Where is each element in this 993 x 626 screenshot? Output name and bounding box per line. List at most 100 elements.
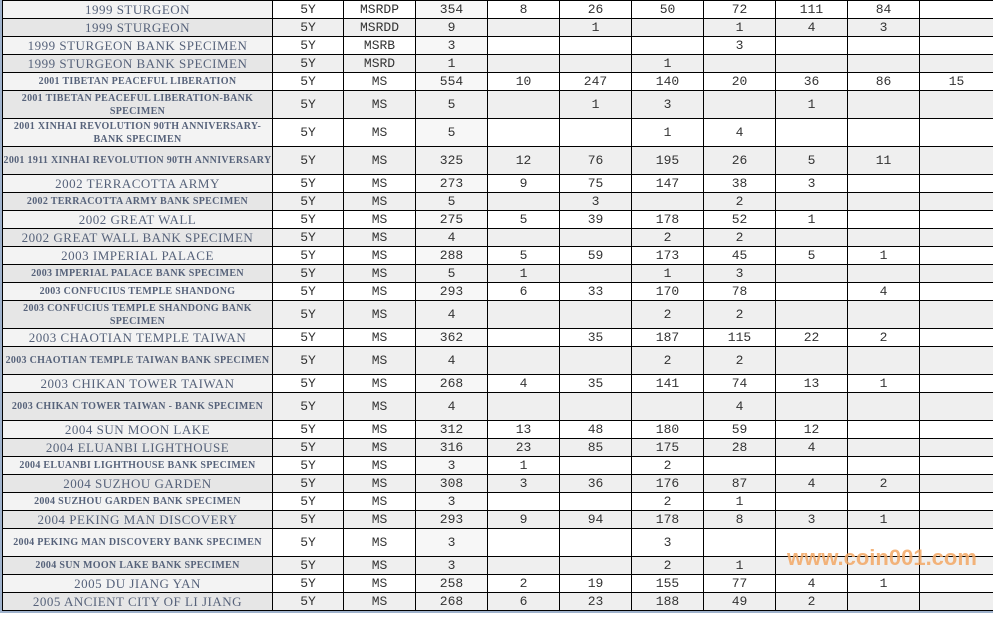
coin-name-cell: 2004 ELUANBI LIGHTHOUSE BANK SPECIMEN (2, 456, 273, 475)
grade-count-cell: 155 (631, 574, 704, 593)
table-row: 2001 TIBETAN PEACEFUL LIBERATION-BANK SP… (2, 90, 993, 119)
population-report: 1999 STURGEON 5Y MSRDP 354 8 26 50 72 111 84 1999 … (0, 0, 993, 611)
grade-count-cell (919, 574, 993, 593)
grade-count-cell (847, 228, 920, 247)
grade-count-cell: 170 (631, 282, 704, 301)
grade-count-cell (775, 118, 848, 147)
grade-count-cell: 1 (847, 374, 920, 393)
grade-count-cell (919, 438, 993, 457)
grade-count-cell (487, 492, 560, 511)
grade-count-cell: 1 (775, 210, 848, 229)
grade-cell: MS (343, 528, 416, 557)
table-row: 2004 ELUANBI LIGHTHOUSE 5Y MS 316 23 85 175 28 4 (2, 438, 993, 457)
total-cell: 362 (415, 328, 488, 347)
coin-name-cell: 2004 PEKING MAN DISCOVERY BANK SPECIMEN (2, 528, 273, 557)
grade-count-cell: 178 (631, 210, 704, 229)
total-cell: 3 (415, 492, 488, 511)
table-row: 2004 PEKING MAN DISCOVERY BANK SPECIMEN 5… (2, 528, 993, 557)
grade-cell: MS (343, 118, 416, 147)
grade-count-cell: 2 (703, 346, 776, 375)
grade-count-cell: 4 (703, 392, 776, 421)
total-cell: 288 (415, 246, 488, 265)
grade-count-cell: 2 (631, 492, 704, 511)
grade-cell: MS (343, 210, 416, 229)
grade-count-cell: 74 (703, 374, 776, 393)
grade-count-cell (559, 346, 632, 375)
grade-count-cell: 3 (703, 264, 776, 283)
grade-count-cell (487, 36, 560, 55)
grade-count-cell: 26 (703, 146, 776, 175)
grade-count-cell: 141 (631, 374, 704, 393)
grade-count-cell (487, 192, 560, 211)
grade-count-cell (775, 282, 848, 301)
grade-count-cell: 2 (703, 192, 776, 211)
table-row: 2004 SUZHOU GARDEN 5Y MS 308 3 36 176 87 4 2 (2, 474, 993, 493)
grade-count-cell: 19 (559, 574, 632, 593)
grade-cell: MS (343, 72, 416, 91)
grade-count-cell (559, 36, 632, 55)
grade-count-cell (847, 592, 920, 611)
watermark-logo: www.coin001.com (787, 545, 977, 570)
grade-count-cell (919, 246, 993, 265)
grade-count-cell: 13 (487, 420, 560, 439)
grade-count-cell (631, 36, 704, 55)
coin-name-cell: 1999 STURGEON (2, 0, 273, 19)
grade-count-cell: 2 (631, 346, 704, 375)
grade-cell: MSRB (343, 36, 416, 55)
grade-count-cell (559, 492, 632, 511)
term-cell: 5Y (272, 174, 344, 193)
grade-count-cell: 8 (487, 0, 560, 19)
grade-count-cell (919, 192, 993, 211)
grade-count-cell (487, 228, 560, 247)
coin-name-cell: 1999 STURGEON BANK SPECIMEN (2, 36, 273, 55)
grade-cell: MSRD (343, 54, 416, 73)
grade-count-cell: 72 (703, 0, 776, 19)
term-cell: 5Y (272, 574, 344, 593)
coin-name-cell: 2003 IMPERIAL PALACE (2, 246, 273, 265)
table-row: 2001 XINHAI REVOLUTION 90TH ANNIVERSARY-… (2, 118, 993, 147)
term-cell: 5Y (272, 528, 344, 557)
grade-cell: MS (343, 146, 416, 175)
term-cell: 5Y (272, 90, 344, 119)
term-cell: 5Y (272, 438, 344, 457)
total-cell: 3 (415, 456, 488, 475)
grade-count-cell (559, 528, 632, 557)
grade-count-cell: 173 (631, 246, 704, 265)
table-row: 2003 CHIKAN TOWER TAIWAN - BANK SPECIMEN… (2, 392, 993, 421)
grade-count-cell (487, 392, 560, 421)
term-cell: 5Y (272, 392, 344, 421)
population-table: 1999 STURGEON 5Y MSRDP 354 8 26 50 72 111 84 1999 … (2, 0, 993, 611)
total-cell: 554 (415, 72, 488, 91)
term-cell: 5Y (272, 420, 344, 439)
grade-count-cell: 1 (559, 18, 632, 37)
coin-name-cell: 2002 GREAT WALL BANK SPECIMEN (2, 228, 273, 247)
coin-name-cell: 2003 CHAOTIAN TEMPLE TAIWAN BANK SPECIME… (2, 346, 273, 375)
grade-count-cell: 4 (703, 118, 776, 147)
grade-count-cell: 2 (631, 300, 704, 329)
grade-count-cell: 87 (703, 474, 776, 493)
grade-count-cell (703, 54, 776, 73)
grade-count-cell: 147 (631, 174, 704, 193)
total-cell: 3 (415, 556, 488, 575)
grade-count-cell (559, 54, 632, 73)
grade-count-cell (919, 228, 993, 247)
grade-count-cell: 11 (847, 146, 920, 175)
table-row: 2003 IMPERIAL PALACE 5Y MS 288 5 59 173 45 5 1 (2, 246, 993, 265)
grade-count-cell: 2 (703, 300, 776, 329)
grade-count-cell (919, 592, 993, 611)
grade-count-cell (487, 90, 560, 119)
grade-count-cell (847, 300, 920, 329)
coin-name-cell: 2003 IMPERIAL PALACE BANK SPECIMEN (2, 264, 273, 283)
grade-count-cell: 45 (703, 246, 776, 265)
grade-count-cell: 115 (703, 328, 776, 347)
coin-name-cell: 2001 XINHAI REVOLUTION 90TH ANNIVERSARY-… (2, 118, 273, 147)
coin-name-cell: 2004 SUZHOU GARDEN (2, 474, 273, 493)
grade-count-cell (847, 492, 920, 511)
grade-count-cell: 9 (487, 510, 560, 529)
term-cell: 5Y (272, 592, 344, 611)
table-row: 1999 STURGEON 5Y MSRDP 354 8 26 50 72 111 84 (2, 0, 993, 19)
grade-count-cell: 38 (703, 174, 776, 193)
grade-count-cell (919, 456, 993, 475)
grade-count-cell (775, 456, 848, 475)
grade-count-cell (919, 328, 993, 347)
